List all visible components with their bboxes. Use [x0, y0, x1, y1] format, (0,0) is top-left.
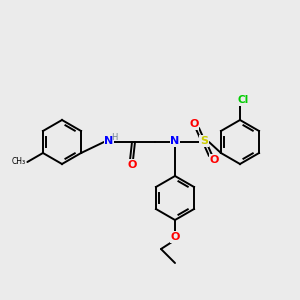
- Text: H: H: [111, 133, 117, 142]
- Text: Cl: Cl: [237, 95, 249, 105]
- Text: S: S: [200, 136, 208, 146]
- Text: N: N: [104, 136, 114, 146]
- Text: N: N: [170, 136, 180, 146]
- Text: O: O: [170, 232, 180, 242]
- Text: O: O: [127, 160, 137, 170]
- Text: O: O: [209, 155, 219, 165]
- Text: O: O: [189, 119, 199, 129]
- Text: CH₃: CH₃: [11, 158, 26, 166]
